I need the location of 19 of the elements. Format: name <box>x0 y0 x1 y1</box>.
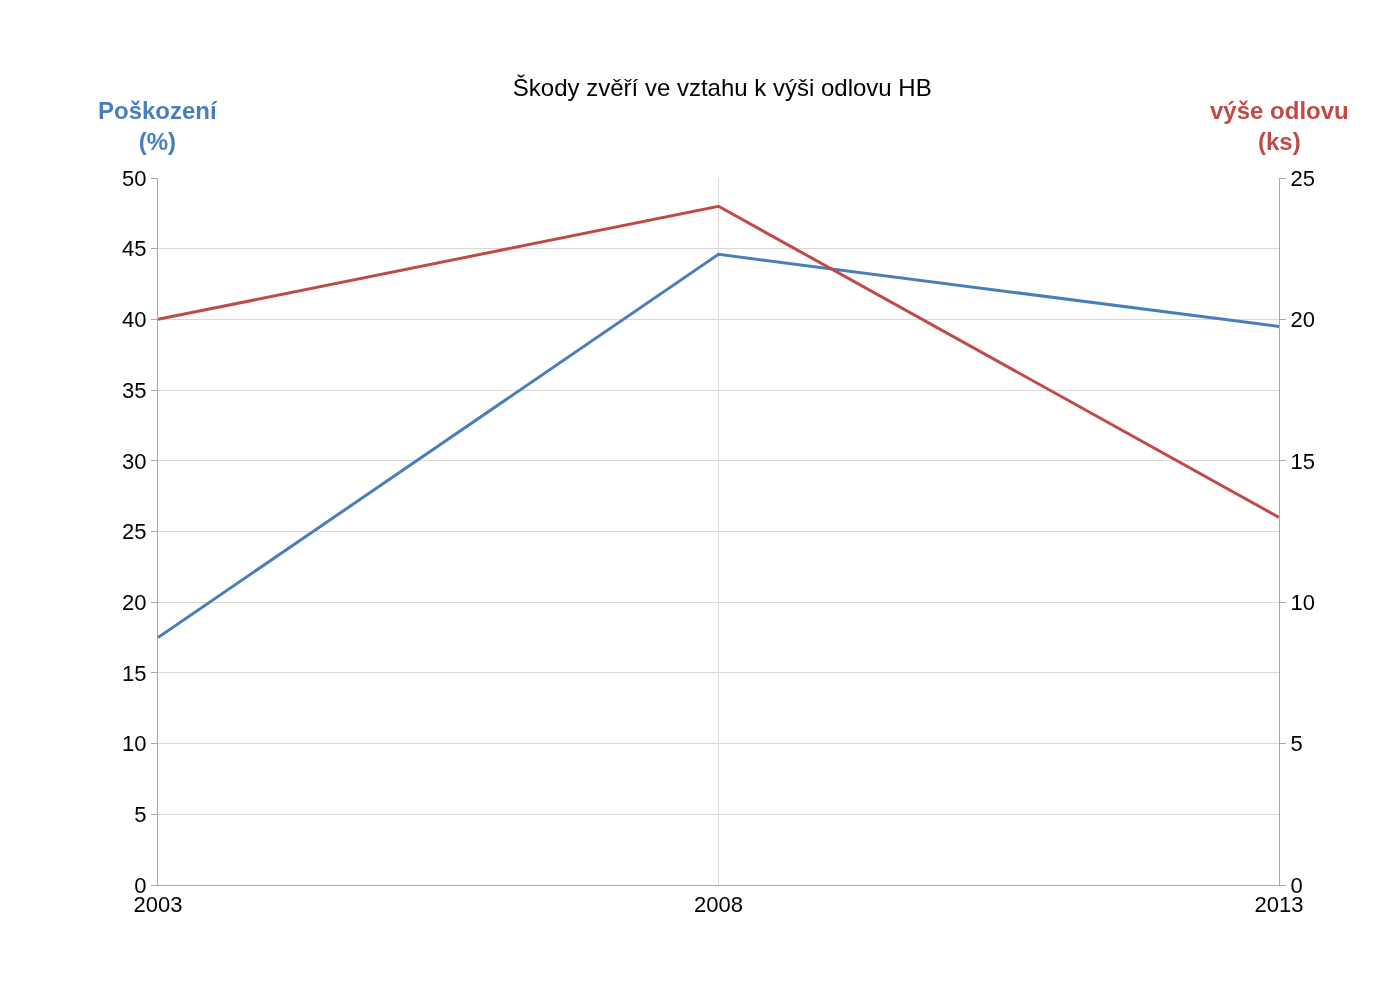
y-tick-label: 20 <box>122 589 147 615</box>
y-tick-label: 50 <box>122 165 147 191</box>
y2-axis-title: výše odlovu (ks) <box>1210 97 1349 156</box>
y-tick-label: 40 <box>122 307 147 333</box>
y2-tick-label: 10 <box>1290 589 1315 615</box>
y2-tick-label: 15 <box>1290 448 1315 474</box>
y-tick-label: 5 <box>134 802 147 827</box>
y-tick-label: 25 <box>122 519 147 545</box>
y-tick-label: 15 <box>122 660 147 686</box>
y-tick-label: 10 <box>122 731 147 757</box>
y-tick-label: 35 <box>122 377 147 403</box>
y2-tick-label: 20 <box>1290 307 1315 333</box>
y-axis-title: Poškození (%) <box>98 97 219 156</box>
y-tick-label: 45 <box>122 236 147 262</box>
y2-tick-label: 5 <box>1290 731 1303 757</box>
y-tick-label: 30 <box>122 448 147 474</box>
y2-tick-label: 25 <box>1290 165 1315 191</box>
chart-title: Škody zvěří ve vztahu k výši odlovu HB <box>512 74 932 102</box>
x-tick-label: 2008 <box>694 892 743 918</box>
